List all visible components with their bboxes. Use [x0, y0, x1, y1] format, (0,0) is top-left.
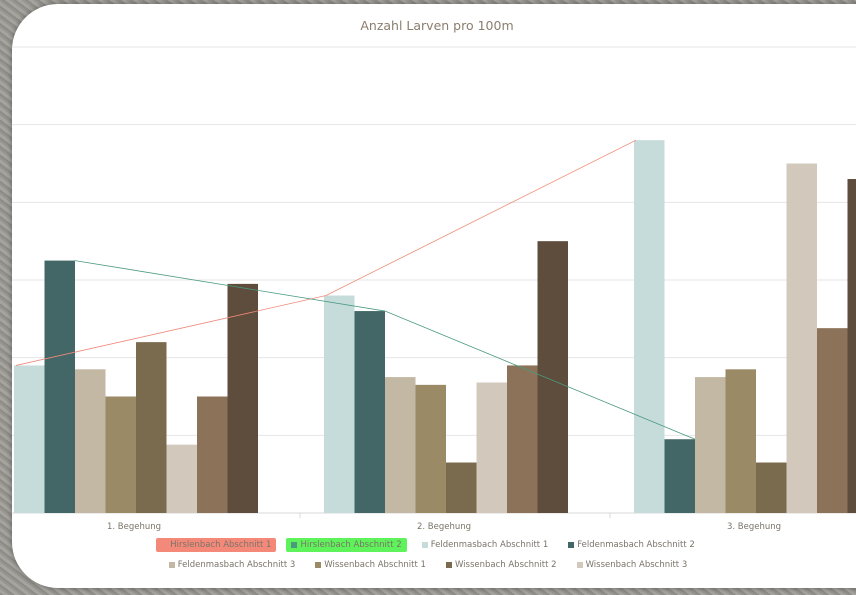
- legend-entry: Feldenmasbach Abschnitt 2: [563, 538, 700, 552]
- legend-label: Hirslenbach Abschnitt 2: [300, 540, 402, 550]
- legend-label: Wissenbach Abschnitt 2: [454, 560, 557, 570]
- bar-feldenmasbach-abschnitt-2-2: [354, 311, 385, 513]
- legend-entry: Wissenbach Abschnitt 3: [572, 558, 693, 572]
- x-tick-label: 2. Begehung: [417, 522, 471, 532]
- bar-wissenbach-abschnitt-3-1: [166, 444, 197, 513]
- legend-label: Feldenmasbach Abschnitt 2: [577, 540, 695, 550]
- line-hirslenbach-abschnitt-2: [74, 260, 696, 440]
- x-tick-label: 3. Begehung: [727, 522, 781, 532]
- bar-wissenbach-abschnitt-1-1: [105, 396, 136, 513]
- legend-entry: Feldenmasbach Abschnitt 1: [417, 538, 554, 552]
- legend-swatch: [568, 542, 575, 548]
- bar-wissenbach-abschnitt-1-3: [725, 369, 756, 513]
- legend-entry: Wissenbach Abschnitt 1: [310, 558, 431, 572]
- legend-swatch: [161, 542, 168, 548]
- bar-feldenmasbach-abschnitt-2-3: [664, 439, 695, 513]
- legend-swatch: [445, 562, 452, 568]
- bar-feldenmasbach-abschnitt-1-2: [324, 295, 355, 513]
- bar-wissenbach-abschnitt-2-3: [756, 462, 787, 513]
- legend-label: Feldenmasbach Abschnitt 1: [430, 540, 549, 550]
- legend-row-2: Feldenmasbach Abschnitt 3 Wissenbach Absc…: [0, 558, 856, 572]
- legend-row-1: Hirslenbach Abschnitt 1 Hirslenbach Absch…: [0, 538, 856, 552]
- bar-wissenbach-abschnitt-2-2: [446, 462, 477, 513]
- bar-wissenbach-abschnitt-3-3: [786, 163, 817, 513]
- bar-feldenmasbach-abschnitt-3-1: [75, 369, 106, 513]
- legend-label: Wissenbach Abschnitt 3: [585, 560, 688, 570]
- legend-label: Hirslenbach Abschnitt 1: [170, 540, 272, 550]
- legend-swatch: [576, 562, 583, 568]
- bar-feldenmasbach-abschnitt-3-3: [695, 377, 726, 513]
- legend-entry: Hirslenbach Abschnitt 1: [156, 538, 277, 552]
- x-tick-label: 1. Begehung: [107, 522, 161, 532]
- bar-series-8-2: [537, 241, 568, 513]
- bar-series-8-3: [847, 179, 856, 514]
- bar-feldenmasbach-abschnitt-3-2: [385, 377, 416, 513]
- legend-label: Feldenmasbach Abschnitt 3: [177, 560, 296, 570]
- bar-series-7-1: [197, 396, 228, 513]
- bar-feldenmasbach-abschnitt-1-1: [14, 365, 45, 513]
- bar-series-7-2: [507, 365, 538, 513]
- legend-entry: Hirslenbach Abschnitt 2: [286, 538, 407, 552]
- bar-feldenmasbach-abschnitt-2-1: [44, 260, 75, 513]
- legend-swatch: [168, 562, 175, 568]
- chart-title: Anzahl Larven pro 100m: [360, 18, 513, 33]
- legend-entry: Wissenbach Abschnitt 2: [441, 558, 562, 572]
- bar-series-7-3: [817, 328, 848, 513]
- legend-swatch: [291, 542, 298, 548]
- bar-series-8-1: [227, 283, 258, 513]
- bar-wissenbach-abschnitt-3-2: [476, 382, 507, 513]
- legend-label: Wissenbach Abschnitt 1: [324, 560, 426, 570]
- legend-entry: Feldenmasbach Abschnitt 3: [164, 558, 301, 572]
- bar-wissenbach-abschnitt-1-2: [415, 384, 446, 513]
- bar-feldenmasbach-abschnitt-1-3: [634, 140, 665, 513]
- legend-swatch: [421, 542, 428, 548]
- legend-swatch: [315, 562, 322, 568]
- line-hirslenbach-abschnitt-1: [15, 139, 637, 366]
- bar-wissenbach-abschnitt-2-1: [136, 342, 167, 513]
